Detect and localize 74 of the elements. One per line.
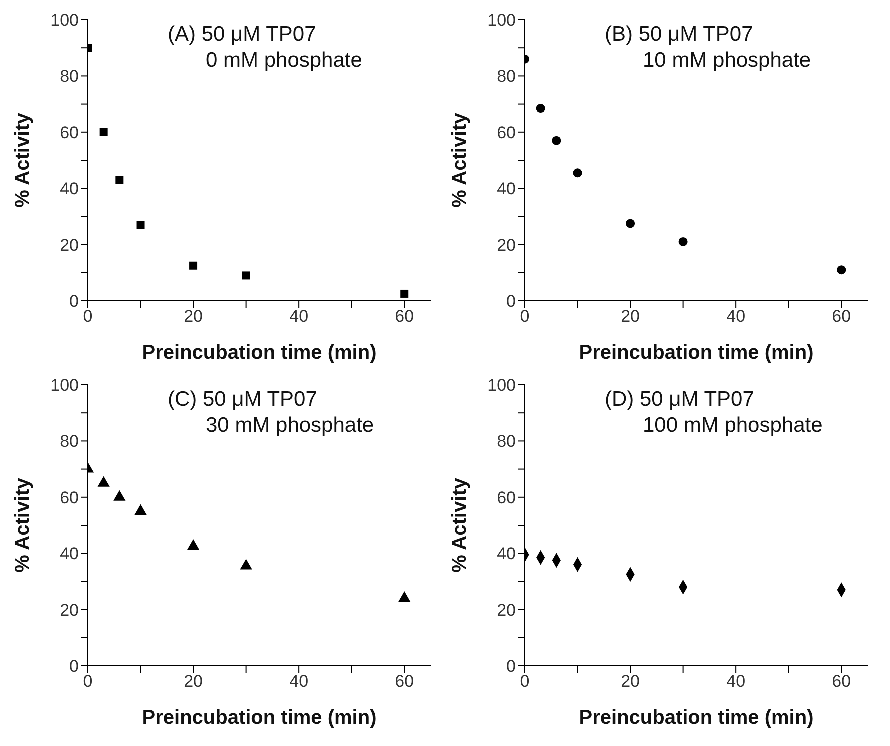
y-axis-title: % Activity bbox=[449, 477, 472, 573]
point bbox=[100, 128, 108, 136]
point bbox=[114, 490, 126, 501]
y-tick-label: 80 bbox=[497, 432, 516, 452]
point bbox=[136, 221, 145, 230]
point bbox=[98, 476, 110, 487]
x-tick-label: 40 bbox=[290, 672, 309, 692]
y-tick-label: 0 bbox=[70, 657, 79, 676]
x-axis-title: Preincubation time (min) bbox=[142, 707, 377, 729]
point bbox=[242, 272, 250, 280]
y-tick-label: 100 bbox=[50, 11, 79, 30]
x-tick-label: 60 bbox=[832, 307, 852, 326]
text: 0 mM phosphate bbox=[205, 48, 362, 74]
x-tick-label: 40 bbox=[726, 672, 746, 692]
y-tick-label: 40 bbox=[497, 544, 516, 564]
x-tick-label: 60 bbox=[395, 672, 414, 692]
y-tick-label: 60 bbox=[497, 488, 516, 508]
y-tick-label: 20 bbox=[497, 236, 516, 255]
y-tick-label: 40 bbox=[60, 180, 79, 199]
y-axis-title: % Activity bbox=[12, 477, 34, 573]
point bbox=[837, 266, 846, 275]
x-axis-title: Preincubation time (min) bbox=[142, 342, 377, 364]
y-tick-label: 40 bbox=[497, 180, 516, 199]
point bbox=[573, 168, 582, 178]
y-tick-label: 60 bbox=[497, 123, 516, 142]
y-tick-label: 20 bbox=[497, 600, 516, 620]
x-tick-label: 20 bbox=[184, 672, 203, 692]
x-tick-label: 60 bbox=[832, 672, 852, 692]
y-tick-label: 80 bbox=[60, 432, 79, 452]
y-tick-label: 60 bbox=[60, 123, 79, 142]
point bbox=[398, 592, 411, 602]
y-tick-label: 100 bbox=[488, 11, 516, 30]
y-tick-label: 60 bbox=[60, 488, 79, 508]
point bbox=[552, 136, 562, 146]
x-tick-label: 0 bbox=[520, 307, 530, 326]
point bbox=[190, 262, 198, 270]
point bbox=[187, 540, 200, 550]
x-axis-title: Preincubation time (min) bbox=[579, 342, 814, 364]
text: 100 mM phosphate bbox=[642, 413, 823, 439]
x-tick-label: 20 bbox=[184, 307, 203, 326]
x-tick-label: 20 bbox=[621, 672, 640, 692]
x-tick-label: 60 bbox=[395, 307, 414, 326]
y-tick-label: 0 bbox=[506, 292, 516, 312]
chart-title: (B) 50 μM TP07 bbox=[605, 22, 754, 48]
y-tick-label: 20 bbox=[60, 600, 79, 620]
y-tick-label: 100 bbox=[488, 376, 516, 396]
x-tick-label: 20 bbox=[621, 307, 640, 326]
chart-title: (D) 50 μM TP07 bbox=[605, 387, 756, 413]
chart-title: (C) 50 μM TP07 bbox=[168, 387, 318, 413]
y-tick-label: 80 bbox=[497, 67, 516, 86]
x-tick-label: 0 bbox=[83, 307, 93, 326]
y-tick-label: 40 bbox=[60, 544, 79, 564]
x-tick-label: 40 bbox=[290, 307, 309, 326]
y-tick-label: 0 bbox=[506, 657, 516, 676]
point bbox=[116, 176, 124, 184]
y-tick-label: 20 bbox=[60, 236, 79, 255]
text: 30 mM phosphate bbox=[205, 413, 374, 439]
y-tick-label: 100 bbox=[50, 376, 79, 396]
text: 10 mM phosphate bbox=[642, 48, 812, 74]
x-tick-label: 40 bbox=[726, 307, 746, 326]
y-axis-title: % Activity bbox=[12, 112, 34, 208]
point bbox=[678, 237, 688, 246]
point bbox=[240, 559, 252, 570]
x-tick-label: 0 bbox=[520, 672, 530, 692]
y-axis-title: % Activity bbox=[449, 112, 472, 208]
x-tick-label: 0 bbox=[83, 672, 93, 692]
point bbox=[134, 504, 147, 515]
y-tick-label: 80 bbox=[60, 67, 79, 86]
chart-title: (A) 50 μM TP07 bbox=[168, 22, 318, 48]
y-tick-label: 0 bbox=[70, 292, 79, 312]
point bbox=[536, 104, 546, 114]
point bbox=[626, 219, 636, 228]
x-axis-title: Preincubation time (min) bbox=[579, 707, 814, 729]
point bbox=[400, 290, 409, 298]
